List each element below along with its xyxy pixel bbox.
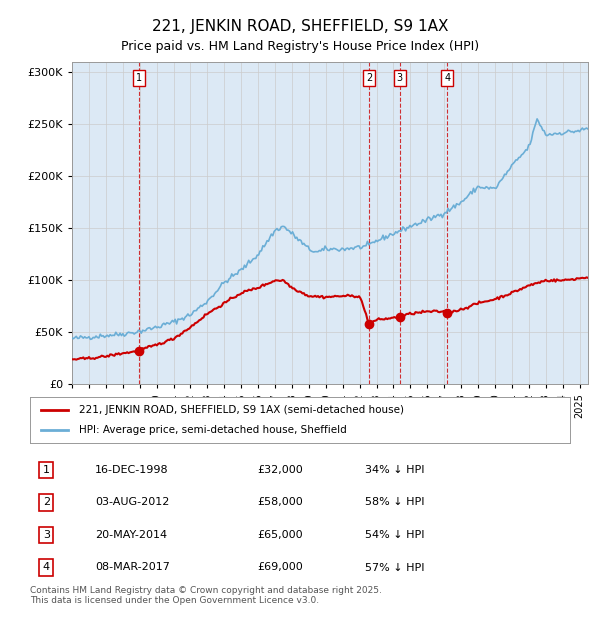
Text: 2: 2 xyxy=(366,73,373,82)
Text: 16-DEC-1998: 16-DEC-1998 xyxy=(95,465,169,475)
Text: 08-MAR-2017: 08-MAR-2017 xyxy=(95,562,170,572)
Text: Contains HM Land Registry data © Crown copyright and database right 2025.
This d: Contains HM Land Registry data © Crown c… xyxy=(30,586,382,605)
Text: 4: 4 xyxy=(43,562,50,572)
Text: 58% ↓ HPI: 58% ↓ HPI xyxy=(365,497,424,507)
Text: 20-MAY-2014: 20-MAY-2014 xyxy=(95,530,167,540)
Text: 3: 3 xyxy=(43,530,50,540)
Text: 57% ↓ HPI: 57% ↓ HPI xyxy=(365,562,424,572)
Text: £32,000: £32,000 xyxy=(257,465,302,475)
Text: £69,000: £69,000 xyxy=(257,562,302,572)
Text: 54% ↓ HPI: 54% ↓ HPI xyxy=(365,530,424,540)
Text: 2: 2 xyxy=(43,497,50,507)
Text: £65,000: £65,000 xyxy=(257,530,302,540)
Text: 221, JENKIN ROAD, SHEFFIELD, S9 1AX (semi-detached house): 221, JENKIN ROAD, SHEFFIELD, S9 1AX (sem… xyxy=(79,405,404,415)
Text: 03-AUG-2012: 03-AUG-2012 xyxy=(95,497,169,507)
Text: 1: 1 xyxy=(43,465,50,475)
Text: 34% ↓ HPI: 34% ↓ HPI xyxy=(365,465,424,475)
Text: Price paid vs. HM Land Registry's House Price Index (HPI): Price paid vs. HM Land Registry's House … xyxy=(121,40,479,53)
Text: HPI: Average price, semi-detached house, Sheffield: HPI: Average price, semi-detached house,… xyxy=(79,425,346,435)
Text: 3: 3 xyxy=(397,73,403,82)
Text: 1: 1 xyxy=(136,73,142,82)
Text: 4: 4 xyxy=(444,73,451,82)
Text: 221, JENKIN ROAD, SHEFFIELD, S9 1AX: 221, JENKIN ROAD, SHEFFIELD, S9 1AX xyxy=(152,19,448,33)
Text: £58,000: £58,000 xyxy=(257,497,302,507)
